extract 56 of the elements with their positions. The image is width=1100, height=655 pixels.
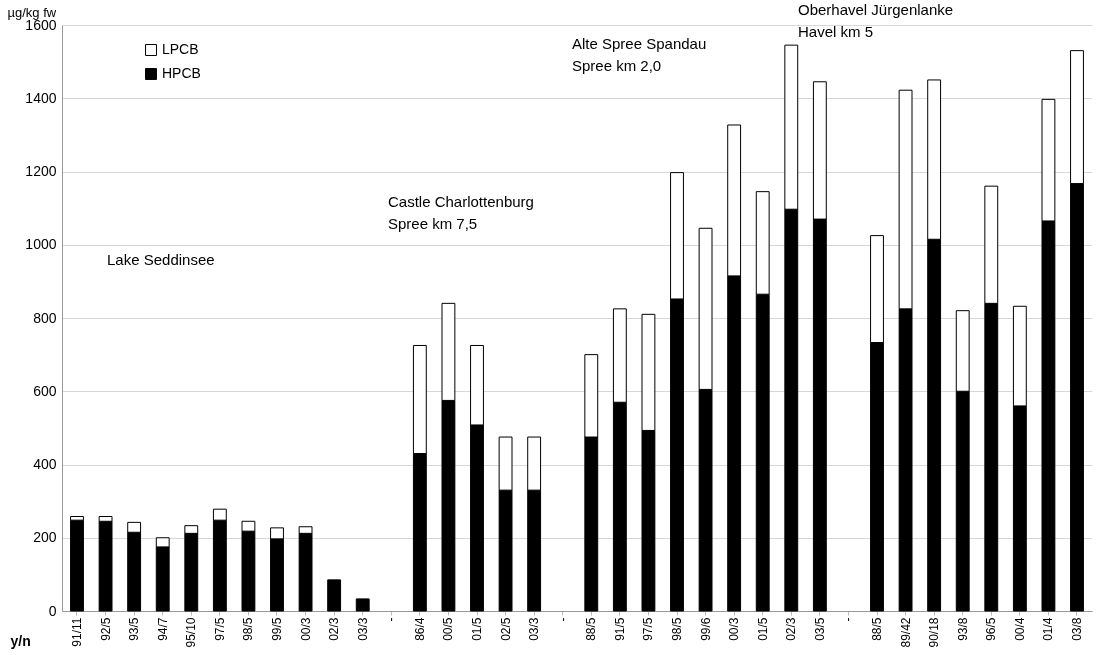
x-tick-label: 00/3 — [727, 617, 742, 641]
x-tick-label: 02/3 — [327, 617, 342, 641]
x-tick-label: 95/10 — [184, 617, 199, 648]
x-tick-label: 03/3 — [527, 617, 542, 641]
x-tick-label: 98/5 — [670, 617, 684, 641]
x-tick-label: 99/5 — [270, 617, 284, 641]
x-tick-label: 99/6 — [698, 617, 713, 641]
x-tick-label: 02/3 — [784, 617, 799, 641]
x-tick-label: 01/5 — [470, 617, 484, 641]
y-tick-label: 1400 — [25, 89, 57, 106]
x-tick-label: 03/8 — [1070, 617, 1084, 641]
y-tick-label: 400 — [33, 456, 57, 472]
annotation: Lake Seddinsee — [107, 251, 215, 268]
x-tick-label: 00/3 — [298, 617, 313, 641]
x-tick-label: 00/5 — [441, 617, 456, 641]
x-tick-label: - — [384, 617, 399, 622]
x-tick-label: 93/5 — [127, 617, 142, 641]
x-tick-label: 03/5 — [812, 617, 827, 641]
x-axis-title: y/n — [10, 632, 31, 649]
bar — [70, 519, 84, 612]
x-tick-label: 86/4 — [412, 617, 427, 641]
legend-label: LPCB — [162, 41, 199, 57]
annotation: Castle Charlottenburg Spree km 7,5 — [388, 193, 534, 232]
bar — [327, 579, 342, 612]
y-tick-label: 800 — [33, 309, 57, 326]
x-tick-label: 88/5 — [584, 617, 599, 641]
x-tick-label: 96/5 — [984, 617, 999, 641]
x-tick-label: 90/18 — [927, 617, 942, 648]
y-tick-label: 600 — [33, 382, 57, 399]
y-tick-label: 200 — [33, 529, 57, 546]
y-tick-label: 1000 — [25, 236, 57, 253]
legend-label: HPCB — [162, 65, 201, 81]
x-tick-label: 98/5 — [241, 617, 256, 641]
y-axis-title: µg/kg fw — [7, 4, 57, 20]
x-tick-label: 01/4 — [1041, 617, 1056, 641]
x-tick-label: 00/4 — [1012, 617, 1027, 641]
x-tick-label: 88/5 — [870, 617, 884, 641]
bar — [355, 598, 370, 612]
bar — [98, 520, 113, 612]
x-tick-label: 89/42 — [898, 617, 913, 648]
x-tick-label: 91/5 — [612, 617, 627, 641]
x-tick-label: 97/5 — [641, 617, 656, 641]
annotation: Alte Spree Spandau Spree km 2,0 — [572, 35, 707, 74]
y-tick-label: 1200 — [25, 163, 57, 179]
x-tick-label: - — [555, 617, 570, 622]
x-tick-label: 01/5 — [755, 617, 770, 641]
x-tick-label: - — [841, 617, 856, 622]
x-tick-label: 92/5 — [98, 617, 113, 641]
x-tick-label: 97/5 — [212, 617, 227, 641]
x-tick-label: 02/5 — [498, 617, 513, 641]
x-tick-label: 91/11 — [70, 617, 84, 647]
annotation: Oberhavel Jürgenlanke Havel km 5 — [798, 1, 954, 40]
x-tick-label: 03/3 — [355, 617, 370, 641]
x-tick-label: 94/7 — [155, 617, 170, 641]
x-tick-label: 93/8 — [955, 617, 970, 641]
y-tick-label: 0 — [48, 602, 57, 619]
